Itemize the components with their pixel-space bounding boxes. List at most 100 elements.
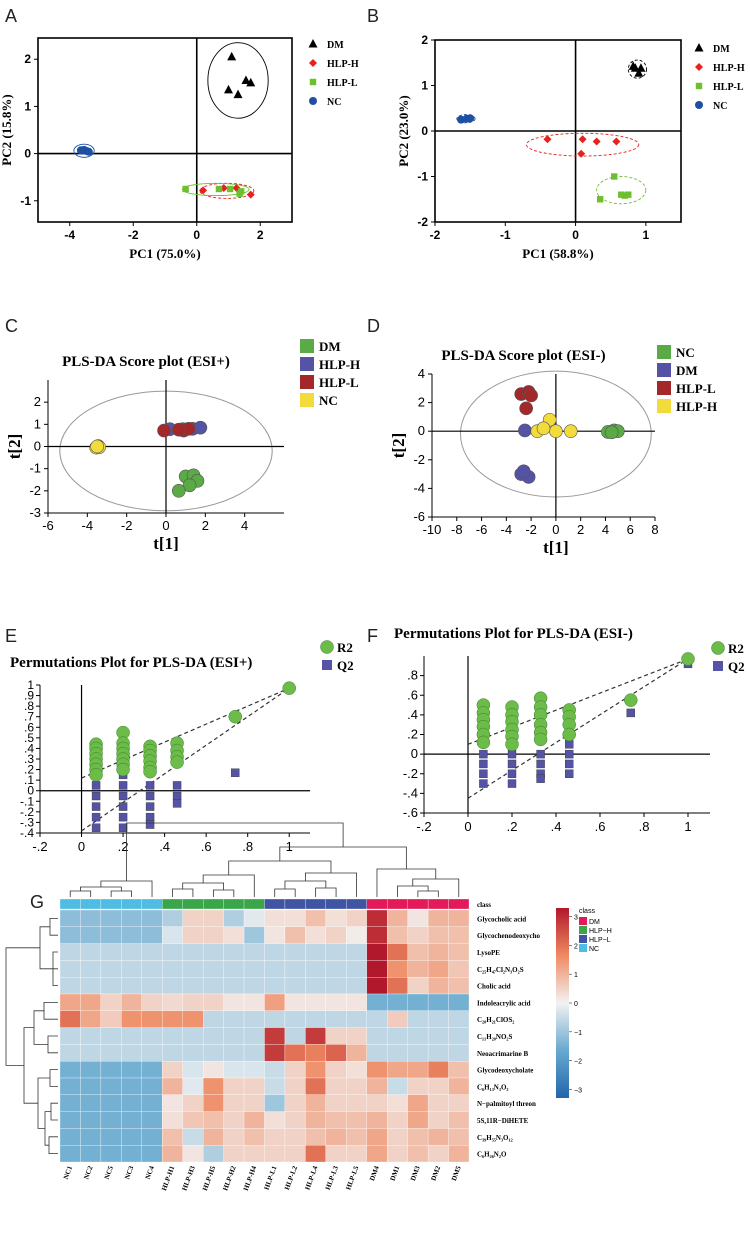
x-tick-label: 6 (627, 522, 634, 537)
legend-marker-r2 (320, 640, 334, 654)
heatmap-cell (387, 1077, 408, 1095)
heatmap-cell (223, 943, 245, 961)
data-point-q2 (536, 774, 545, 783)
class-bar-cell (141, 898, 163, 910)
heatmap-cell (387, 909, 408, 927)
heatmap-cell (100, 1094, 122, 1112)
heatmap-cell (284, 943, 306, 961)
heatmap-cell (141, 1061, 163, 1079)
legend-label: Q2 (337, 658, 354, 673)
heatmap-cell (346, 1128, 367, 1146)
x-tick-label: 2 (257, 228, 264, 242)
heatmap-cell (427, 1094, 449, 1112)
data-point-nc (84, 147, 93, 156)
data-point-hlp-l (171, 422, 186, 437)
heatmap-cell (202, 1094, 224, 1112)
data-point-hlp-l (226, 185, 234, 193)
column-label: HLP-H4 (242, 1164, 258, 1191)
heatmap-cell (182, 926, 204, 944)
legend-swatch-hlp-h (657, 399, 671, 413)
panel-label-C: C (5, 316, 18, 336)
heatmap-cell (387, 1094, 408, 1112)
heatmap-cell (387, 993, 408, 1011)
legend-label: R2 (337, 640, 353, 655)
pca-panel-B: -2 -1 0 1 -2 -1 0 1 2 PC1 (58.8%) PC2 (23.0%) DM HLP… (396, 33, 745, 261)
heatmap-cell (284, 926, 306, 944)
y-tick-label: -.4 (20, 826, 34, 840)
heatmap-cell (202, 943, 224, 961)
heatmap-cell (141, 993, 163, 1011)
heatmap-cell (407, 1077, 429, 1095)
legend-label: HLP-L (327, 78, 358, 89)
heatmap-cell (264, 1044, 286, 1062)
legend-label: HLP-H (713, 63, 745, 74)
heatmap-cell (182, 1128, 204, 1146)
x-tick-label: 4 (241, 518, 248, 533)
heatmap-cell (305, 1111, 326, 1129)
column-label: HLP-H3 (181, 1164, 197, 1191)
heatmap-cell (162, 926, 183, 944)
data-point-hlp-l (157, 423, 171, 438)
heatmap-cell (100, 926, 122, 944)
x-tick-label: .8 (242, 839, 253, 854)
data-point-q2 (536, 759, 545, 769)
x-tick-label: .4 (159, 839, 170, 854)
heatmap-cell (59, 977, 81, 995)
class-bar-cell (366, 898, 388, 910)
row-label: 5S,11R−DiHETE (477, 1117, 529, 1125)
panel-label-E: E (5, 626, 17, 646)
x-tick-label: -.2 (32, 839, 47, 854)
data-point-q2 (565, 769, 574, 778)
heatmap-cell (387, 1111, 408, 1129)
class-bar-cell (243, 898, 265, 910)
y-tick-label: 1 (421, 79, 428, 93)
heatmap-cell (387, 1044, 408, 1062)
column-label: DM1 (389, 1164, 402, 1181)
x-tick-label: -6 (42, 518, 54, 533)
panel-label-F: F (367, 626, 378, 646)
chart-title: PLS-DA Score plot (ESI-) (441, 348, 605, 364)
x-tick-label: 0 (464, 819, 471, 834)
data-point-q2 (145, 781, 155, 790)
heatmap-cell (223, 909, 245, 927)
heatmap-cell (243, 993, 265, 1011)
heatmap-cell (141, 926, 163, 944)
y-tick-label: 1 (34, 416, 41, 431)
heatmap-cell (407, 1044, 429, 1062)
heatmap-cell (407, 977, 429, 995)
legend-swatch-hlp-l (657, 381, 671, 395)
class-bar-cell (284, 898, 306, 910)
heatmap-cell (59, 1145, 81, 1163)
heatmap-cell (305, 1044, 326, 1062)
x-tick-label: 0 (162, 518, 169, 533)
heatmap-cell (243, 1145, 265, 1163)
legend-marker-r2 (711, 641, 725, 655)
row-label: C₂₀H₂₁ClOS₂ (477, 1016, 514, 1024)
regression-line (81, 687, 290, 779)
heatmap-cell (387, 1010, 408, 1028)
legend-marker-q2 (713, 661, 723, 671)
permutation-panel-E: Permutations Plot for PLS-DA (ESI+) -.2 0.… (10, 640, 354, 854)
heatmap-cell (223, 1128, 245, 1146)
class-legend-swatch (579, 917, 587, 925)
class-bar-cell (448, 898, 470, 910)
x-tick-label: -2 (430, 228, 441, 242)
x-tick-label: .4 (551, 819, 562, 834)
data-point-dm (634, 68, 644, 77)
heatmap-cell (162, 1094, 183, 1112)
heatmap-cell (305, 909, 326, 927)
legend-marker-hlp-l (309, 78, 317, 86)
confidence-ellipse (596, 176, 647, 205)
heatmap-cell (325, 1027, 347, 1045)
heatmap-cell (182, 1061, 204, 1079)
y-tick-label: .8 (24, 699, 34, 713)
heatmap-cell (202, 1111, 224, 1129)
heatmap-cell (100, 1077, 122, 1095)
permutation-panel-F: Permutations Plot for PLS-DA (ESI-) -.2 0.… (394, 626, 745, 834)
y-tick-label: .3 (24, 752, 34, 766)
y-tick-label: .9 (24, 689, 34, 703)
y-tick-label: .6 (407, 687, 418, 702)
row-dendrogram (5, 918, 58, 1154)
heatmap-cell (80, 1145, 102, 1163)
heatmap-cell (325, 909, 347, 927)
